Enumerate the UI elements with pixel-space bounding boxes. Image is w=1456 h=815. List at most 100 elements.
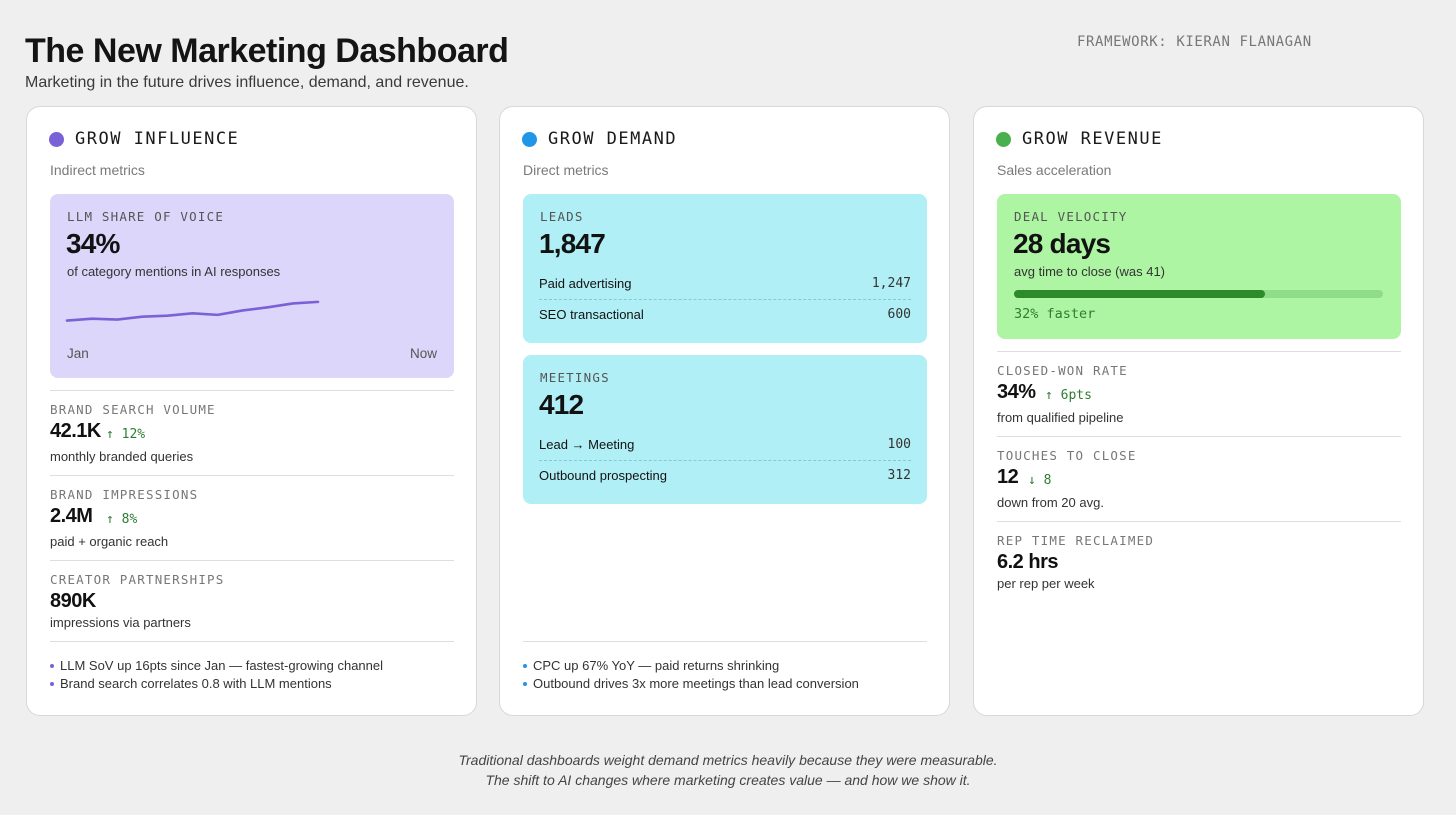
metric-delta: ↑ 8% — [106, 512, 138, 527]
touches-to-close-metric: TOUCHES TO CLOSE 12 ↓ 8 down from 20 avg… — [997, 436, 1401, 521]
note-text: Outbound drives 3x more meetings than le… — [533, 676, 859, 691]
chart-x-end-label: Now — [409, 346, 437, 361]
row-value: 1,247 — [871, 276, 911, 291]
divider — [50, 560, 454, 561]
metric-delta: ↑ 12% — [106, 427, 146, 442]
note-text: CPC up 67% YoY — paid returns shrinking — [533, 658, 780, 673]
creator-partnerships-metric: CREATOR PARTNERSHIPS 890K impressions vi… — [50, 560, 454, 641]
influence-title: GROW INFLUENCE — [75, 129, 240, 149]
influence-subtitle: Indirect metrics — [50, 162, 145, 178]
sov-series-line — [65, 300, 320, 322]
metric-value: 34% — [997, 381, 1036, 403]
metric-delta: ↓ 8 — [1028, 473, 1052, 488]
page-subtitle: Marketing in the future drives influence… — [25, 74, 469, 91]
page-title: The New Marketing Dashboard — [25, 32, 509, 70]
demand-notes: CPC up 67% YoY — paid returns shrinking … — [523, 641, 927, 701]
row-value: 312 — [887, 468, 911, 483]
deal-velocity-value: 28 days — [1013, 228, 1111, 259]
llm-sov-value: 34% — [66, 228, 120, 259]
bullet-icon — [50, 681, 54, 686]
row-divider — [539, 460, 911, 461]
metric-label: TOUCHES TO CLOSE — [997, 448, 1137, 463]
note-item: CPC up 67% YoY — paid returns shrinking — [523, 658, 779, 673]
metric-label: CREATOR PARTNERSHIPS — [50, 572, 225, 587]
metric-value: 42.1K — [50, 420, 101, 442]
row-name: SEO transactional — [539, 307, 644, 322]
divider — [50, 390, 454, 391]
brand-impressions-metric: BRAND IMPRESSIONS 2.4M ↑ 8% paid + organ… — [50, 475, 454, 560]
demand-subtitle: Direct metrics — [523, 162, 609, 178]
leads-row-paid: Paid advertising 1,247 — [539, 268, 911, 299]
footer-line-2: The shift to AI changes where marketing … — [485, 772, 971, 788]
divider — [50, 475, 454, 476]
divider — [997, 436, 1401, 437]
metric-desc: paid + organic reach — [50, 534, 169, 549]
deal-velocity-label: DEAL VELOCITY — [1014, 209, 1128, 224]
metric-desc: per rep per week — [997, 576, 1095, 591]
llm-sov-line-chart — [65, 300, 320, 322]
chart-x-start-label: Jan — [67, 346, 89, 361]
divider — [997, 351, 1401, 352]
llm-sov-desc: of category mentions in AI responses — [67, 264, 281, 279]
metric-desc: from qualified pipeline — [997, 410, 1124, 425]
revenue-card: GROW REVENUE Sales acceleration DEAL VEL… — [973, 106, 1424, 716]
demand-card: GROW DEMAND Direct metrics LEADS 1,847 P… — [499, 106, 950, 716]
row-name: Lead → Meeting — [539, 437, 635, 452]
metric-delta: ↑ 6pts — [1045, 388, 1092, 403]
revenue-title: GROW REVENUE — [1022, 129, 1163, 149]
note-item: Brand search correlates 0.8 with LLM men… — [50, 676, 332, 691]
leads-value: 1,847 — [539, 228, 606, 259]
row-divider — [539, 299, 911, 300]
row-name: Outbound prospecting — [539, 468, 667, 483]
bullet-icon — [50, 663, 54, 668]
revenue-dot-icon — [996, 131, 1011, 147]
metric-value: 890K — [50, 590, 96, 612]
metric-desc: impressions via partners — [50, 615, 191, 630]
deal-velocity-progress — [1014, 290, 1383, 298]
leads-row-seo: SEO transactional 600 — [539, 299, 911, 330]
deal-velocity-desc: avg time to close (was 41) — [1014, 264, 1166, 279]
metric-label: REP TIME RECLAIMED — [997, 533, 1155, 548]
row-value: 600 — [887, 307, 911, 322]
demand-title: GROW DEMAND — [548, 129, 678, 149]
metric-label: CLOSED-WON RATE — [997, 363, 1128, 378]
deal-velocity-progress-fill — [1014, 290, 1265, 298]
divider — [523, 641, 927, 642]
note-item: LLM SoV up 16pts since Jan — fastest-gro… — [50, 658, 383, 673]
metric-label: BRAND IMPRESSIONS — [50, 487, 199, 502]
revenue-subtitle: Sales acceleration — [997, 162, 1112, 178]
demand-dot-icon — [522, 131, 537, 147]
metric-value: 6.2 hrs — [997, 551, 1058, 573]
llm-sov-label: LLM SHARE OF VOICE — [67, 209, 225, 224]
metric-desc: down from 20 avg. — [997, 495, 1104, 510]
bullet-icon — [523, 663, 527, 668]
deal-velocity-progress-label: 32% faster — [1014, 306, 1096, 322]
influence-notes: LLM SoV up 16pts since Jan — fastest-gro… — [50, 641, 454, 701]
metric-label: BRAND SEARCH VOLUME — [50, 402, 216, 417]
leads-panel: LEADS 1,847 Paid advertising 1,247 SEO t… — [523, 194, 927, 343]
rep-time-metric: REP TIME RECLAIMED 6.2 hrs per rep per w… — [997, 521, 1401, 606]
meetings-row-lead: Lead → Meeting 100 — [539, 429, 911, 460]
closed-won-metric: CLOSED-WON RATE 34% ↑ 6pts from qualifie… — [997, 351, 1401, 436]
leads-label: LEADS — [540, 209, 584, 224]
brand-search-metric: BRAND SEARCH VOLUME 42.1K ↑ 12% monthly … — [50, 390, 454, 475]
note-text: LLM SoV up 16pts since Jan — fastest-gro… — [60, 658, 384, 673]
divider — [997, 521, 1401, 522]
meetings-row-outbound: Outbound prospecting 312 — [539, 460, 911, 491]
influence-card: GROW INFLUENCE Indirect metrics LLM SHAR… — [26, 106, 477, 716]
meetings-value: 412 — [539, 389, 584, 420]
meetings-panel: MEETINGS 412 Lead → Meeting 100 Outbound… — [523, 355, 927, 504]
demand-header: GROW DEMAND — [522, 129, 677, 149]
metric-desc: monthly branded queries — [50, 449, 194, 464]
metric-value: 2.4M — [50, 505, 93, 527]
deal-velocity-panel: DEAL VELOCITY 28 days avg time to close … — [997, 194, 1401, 339]
row-name: Paid advertising — [539, 276, 632, 291]
influence-header: GROW INFLUENCE — [49, 129, 239, 149]
footer-line-1: Traditional dashboards weight demand met… — [458, 752, 998, 768]
note-item: Outbound drives 3x more meetings than le… — [523, 676, 859, 691]
revenue-header: GROW REVENUE — [996, 129, 1163, 149]
framework-credit: FRAMEWORK: KIERAN FLANAGAN — [1077, 34, 1312, 50]
divider — [50, 641, 454, 642]
influence-dot-icon — [49, 131, 64, 147]
meetings-label: MEETINGS — [540, 370, 610, 385]
